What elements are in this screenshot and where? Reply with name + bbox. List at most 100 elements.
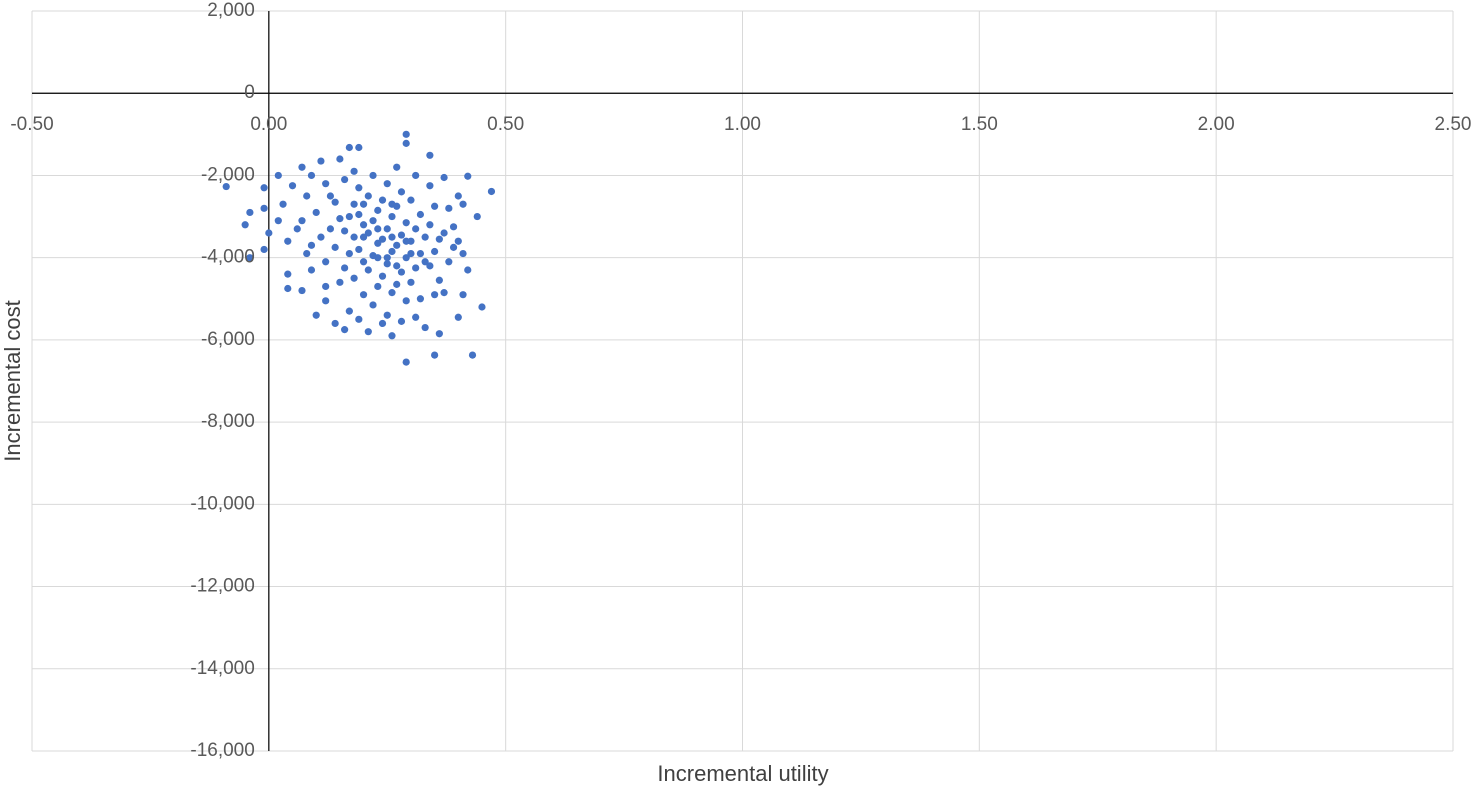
point [412, 313, 420, 321]
point [454, 237, 462, 245]
point [326, 192, 335, 200]
point [336, 278, 344, 286]
point [378, 272, 387, 280]
point [303, 192, 311, 200]
point [393, 280, 401, 288]
point [241, 221, 249, 229]
point [449, 243, 458, 251]
point [383, 225, 391, 233]
point [431, 291, 439, 299]
point [383, 254, 391, 262]
point [355, 315, 363, 323]
point [412, 225, 420, 233]
point [421, 258, 429, 266]
point [288, 182, 297, 190]
point [336, 155, 344, 163]
point [350, 274, 358, 282]
point [388, 212, 396, 221]
point [383, 180, 391, 188]
point [407, 196, 415, 204]
y-tick-label: -2,000 [201, 164, 255, 185]
x-tick-label: 1.00 [724, 114, 761, 135]
y-tick-label: 2,000 [207, 0, 255, 21]
points [222, 130, 496, 366]
point [369, 301, 377, 309]
point [341, 264, 349, 272]
point [402, 237, 410, 245]
point [312, 208, 320, 217]
point [431, 202, 439, 210]
point [478, 303, 486, 311]
point [279, 200, 287, 208]
point [426, 262, 434, 270]
point [317, 157, 325, 165]
point [440, 173, 448, 182]
point [445, 258, 453, 266]
point [364, 328, 372, 336]
point [416, 210, 425, 219]
point [222, 182, 230, 191]
point [440, 289, 448, 297]
point [388, 332, 396, 340]
point [364, 229, 372, 237]
point [426, 151, 434, 159]
y-tick-label: -16,000 [190, 740, 254, 761]
point [307, 241, 316, 249]
point [355, 210, 363, 219]
point [284, 237, 292, 245]
point [393, 163, 401, 171]
point [322, 180, 330, 188]
point [464, 172, 472, 180]
point [374, 225, 382, 233]
point [293, 225, 301, 233]
point [445, 204, 453, 212]
point [307, 171, 316, 180]
point [326, 225, 335, 233]
point [412, 171, 420, 180]
y-tick-label: 0 [244, 82, 255, 103]
point [284, 270, 292, 278]
point [397, 268, 406, 276]
point [402, 130, 410, 138]
point [397, 317, 406, 325]
point [431, 247, 439, 256]
y-tick-label: -6,000 [201, 329, 255, 350]
point [350, 233, 358, 241]
labels: -0.50 0.00 0.50 1.00 1.50 2.00 2.50 2,000 0 -2,00… [10, 0, 1471, 761]
point [298, 163, 306, 171]
point [298, 217, 306, 225]
point [459, 249, 467, 258]
point [355, 184, 363, 192]
point [359, 200, 368, 208]
point [298, 286, 306, 295]
point [322, 282, 330, 291]
point [341, 175, 349, 184]
point [407, 249, 415, 258]
y-tick-label: -14,000 [190, 658, 254, 679]
point [331, 198, 339, 206]
point [468, 351, 477, 359]
point [246, 208, 254, 217]
point [350, 167, 358, 175]
y-tick-label: -10,000 [190, 493, 254, 514]
point [364, 192, 372, 200]
point [388, 289, 396, 297]
point [374, 206, 382, 214]
point [426, 182, 434, 190]
point [374, 282, 382, 291]
point [322, 297, 330, 305]
point [369, 217, 377, 225]
point [359, 233, 368, 241]
point [359, 291, 368, 299]
point [421, 323, 429, 332]
point [402, 297, 410, 305]
point [265, 229, 273, 237]
point [317, 233, 325, 241]
point [274, 171, 282, 180]
point [364, 266, 372, 274]
point [312, 311, 320, 319]
point [331, 243, 339, 251]
point [440, 229, 448, 237]
point [378, 196, 387, 204]
